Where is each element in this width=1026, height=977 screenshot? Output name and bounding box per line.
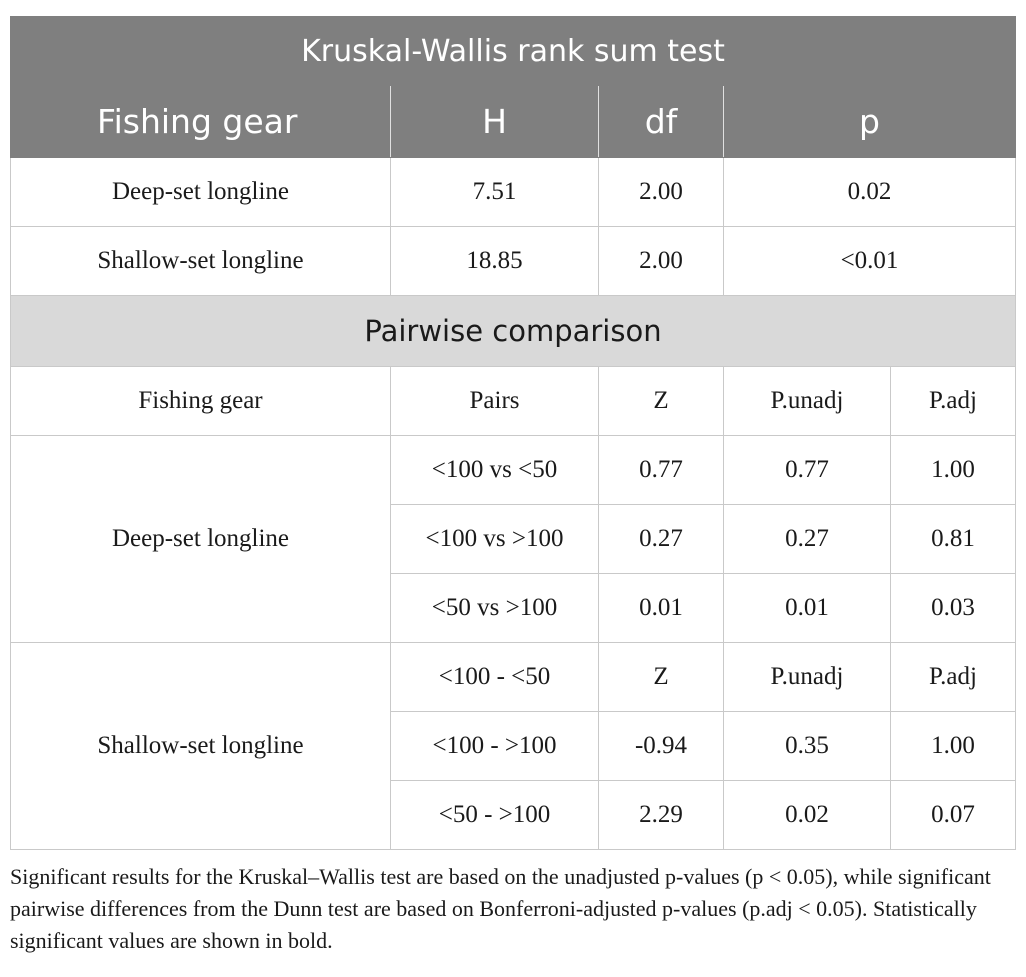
table-footnote: Significant results for the Kruskal–Wall… (10, 864, 991, 953)
cell-gear: Deep-set longline (10, 435, 391, 643)
header-pairs: Pairs (390, 366, 599, 436)
cell-p-unadj: P.unadj (723, 642, 891, 712)
table-row: Deep-set longline <100 vs <50 0.77 0.77 … (10, 435, 1017, 643)
cell-pairs: <100 vs <50 (390, 435, 599, 505)
table-row: Shallow-set longline 18.85 2.00 <0.01 (10, 226, 1017, 296)
cell-p: 0.02 (722, 157, 1017, 227)
cell-gear: Shallow-set longline (10, 226, 391, 296)
cell-gear: Deep-set longline (10, 157, 391, 227)
cell-df: 2.00 (598, 157, 724, 227)
table-row: Deep-set longline 7.51 2.00 0.02 (10, 157, 1017, 227)
cell-p-adj: 0.03 (889, 573, 1017, 643)
table-title: Kruskal-Wallis rank sum test (9, 16, 1017, 86)
cell-z: 2.29 (598, 780, 724, 850)
table-row: Shallow-set longline <100 - <50 Z P.unad… (10, 642, 1017, 850)
table-row: <100 - >100 -0.94 0.35 1.00 (11, 711, 1017, 781)
header-z: Z (598, 366, 724, 436)
cell-z: 0.27 (598, 504, 724, 574)
cell-h: 18.85 (390, 226, 599, 296)
cell-p-unadj: 0.77 (723, 435, 891, 505)
header-fishing-gear: Fishing gear (10, 85, 391, 158)
pairwise-title-row: Pairwise comparison (9, 295, 1017, 367)
cell-pairs: <50 vs >100 (390, 573, 599, 643)
pairwise-header-row: Fishing gear Pairs Z P.unadj P.adj (10, 366, 1017, 436)
cell-p-unadj: 0.01 (723, 573, 891, 643)
pairwise-title: Pairwise comparison (9, 295, 1017, 367)
results-table: Kruskal-Wallis rank sum test Fishing gea… (9, 16, 1017, 850)
cell-p-adj: 0.81 (889, 504, 1017, 574)
header-p-adj: P.adj (889, 366, 1017, 436)
cell-p-adj: 1.00 (889, 435, 1017, 505)
header-fishing-gear: Fishing gear (10, 366, 391, 436)
cell-p-unadj: 0.02 (723, 780, 891, 850)
table-row: <50 vs >100 0.01 0.01 0.03 (11, 573, 1017, 643)
cell-p: <0.01 (722, 226, 1017, 296)
cell-z: 0.77 (598, 435, 724, 505)
cell-z: -0.94 (598, 711, 724, 781)
cell-p-adj: 1.00 (889, 711, 1017, 781)
table-row: <50 - >100 2.29 0.02 0.07 (11, 780, 1017, 850)
cell-df: 2.00 (598, 226, 724, 296)
kw-header-row: Fishing gear H df p (10, 85, 1017, 158)
cell-p-adj: 0.07 (889, 780, 1017, 850)
cell-p-unadj: 0.27 (723, 504, 891, 574)
cell-p-unadj: 0.35 (723, 711, 891, 781)
cell-gear: Shallow-set longline (10, 642, 391, 850)
header-h: H (390, 85, 599, 158)
cell-pairs: <50 - >100 (390, 780, 599, 850)
cell-pairs: <100 - <50 (390, 642, 599, 712)
header-p: p (722, 85, 1017, 158)
header-p-unadj: P.unadj (723, 366, 891, 436)
cell-pairs: <100 vs >100 (390, 504, 599, 574)
cell-pairs: <100 - >100 (390, 711, 599, 781)
cell-z: Z (598, 642, 724, 712)
cell-z: 0.01 (598, 573, 724, 643)
table-title-row: Kruskal-Wallis rank sum test (9, 16, 1017, 86)
cell-p-adj: P.adj (889, 642, 1017, 712)
header-df: df (598, 85, 724, 158)
cell-h: 7.51 (390, 157, 599, 227)
